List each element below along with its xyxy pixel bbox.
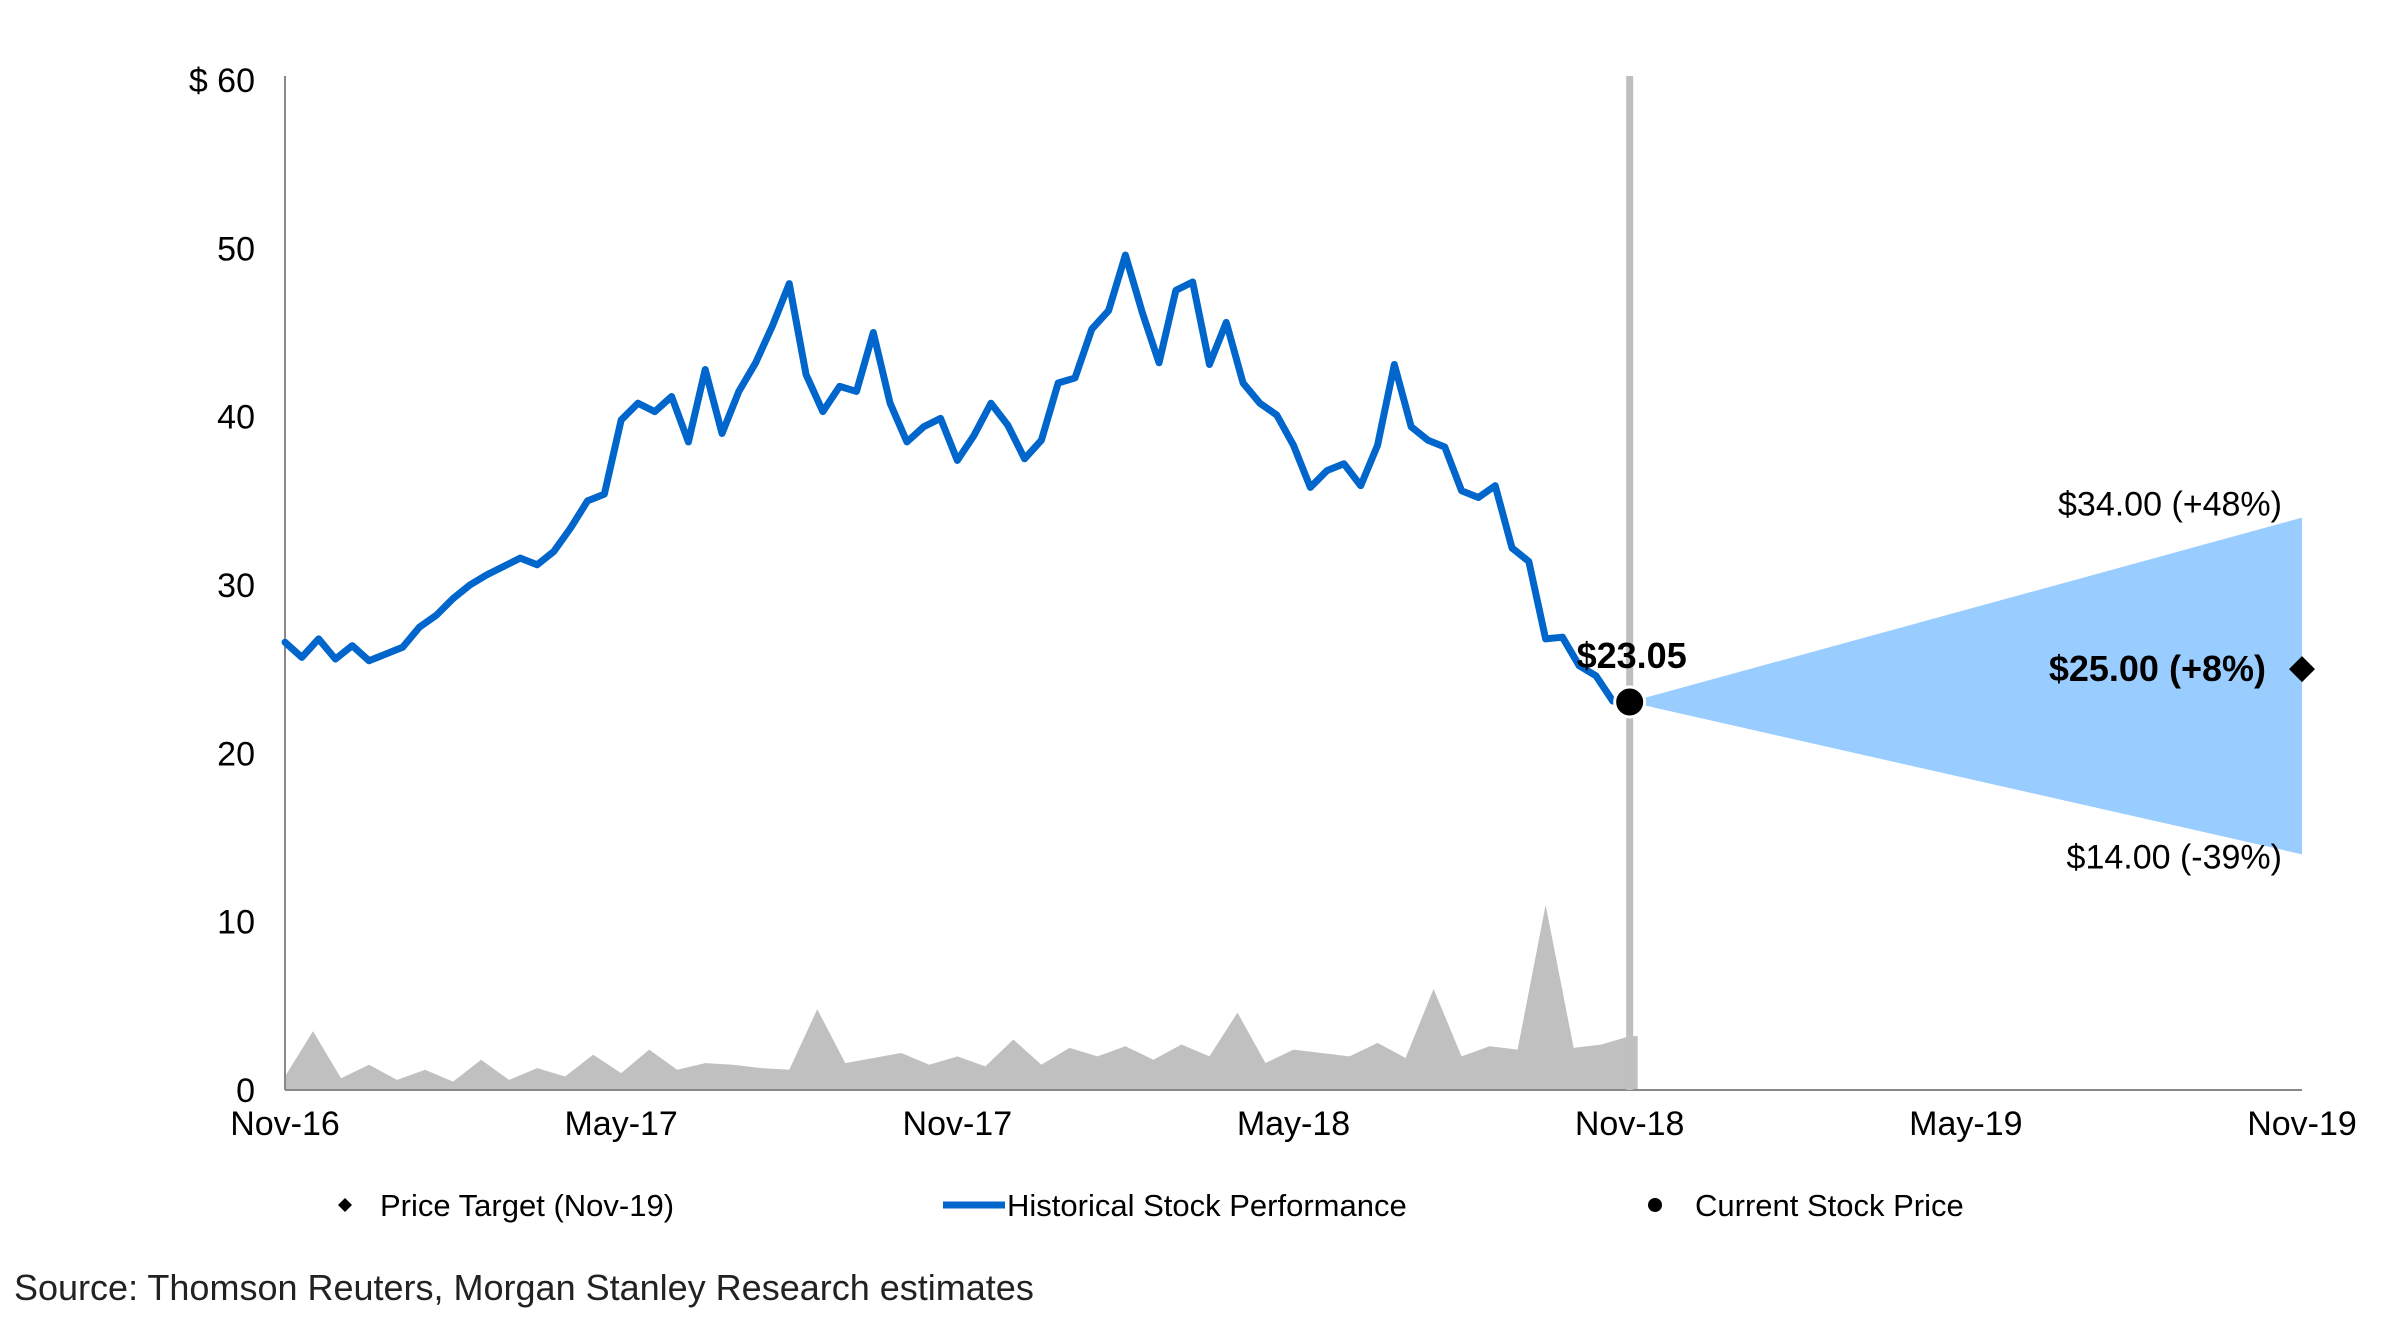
volume-layer — [285, 904, 1638, 1090]
volume-area — [285, 904, 1638, 1090]
x-tick-label: Nov-19 — [2247, 1105, 2357, 1143]
price-target-cone-layer — [1629, 517, 2302, 855]
legend-label-price-target: Price Target (Nov-19) — [380, 1188, 674, 1223]
x-tick-label: Nov-16 — [230, 1105, 340, 1143]
bear-case-label: $14.00 (-39%) — [2067, 838, 2282, 876]
base-case-label: $25.00 (+8%) — [2049, 648, 2266, 689]
price-target-cone — [1629, 517, 2302, 855]
markers-layer — [1613, 656, 2315, 719]
x-tick-label: Nov-17 — [903, 1105, 1013, 1143]
x-tick-label: May-18 — [1237, 1105, 1350, 1143]
y-tick-label: $ 60 — [189, 62, 255, 100]
y-tick-label: 0 — [236, 1072, 255, 1110]
y-tick-label: 30 — [217, 567, 255, 605]
x-tick-label: May-17 — [564, 1105, 677, 1143]
price-target-marker — [2289, 656, 2315, 683]
legend-label-historical: Historical Stock Performance — [1007, 1188, 1407, 1223]
y-tick-label: 50 — [217, 230, 255, 268]
legend-circle-marker — [1648, 1198, 1662, 1212]
y-tick-label: 10 — [217, 904, 255, 942]
annotation-layer: $23.05 $34.00 (+48%) $25.00 (+8%) $14.00 (-… — [1577, 486, 2282, 877]
y-tick-label: 20 — [217, 735, 255, 773]
legend-label-current: Current Stock Price — [1695, 1188, 1964, 1223]
price-line-layer — [281, 251, 1634, 706]
source-note: Source: Thomson Reuters, Morgan Stanley … — [14, 1267, 1034, 1308]
x-tick-label: Nov-18 — [1575, 1105, 1685, 1143]
current-price-label: $23.05 — [1577, 635, 1687, 676]
historical-price-line — [281, 251, 1634, 706]
legend: Price Target (Nov-19) Historical Stock Pe… — [338, 1188, 1964, 1223]
x-tick-label: May-19 — [1909, 1105, 2022, 1143]
current-price-marker — [1613, 685, 1647, 719]
bull-case-label: $34.00 (+48%) — [2058, 486, 2282, 524]
legend-diamond-marker — [338, 1198, 352, 1212]
y-tick-label: 40 — [217, 399, 255, 437]
